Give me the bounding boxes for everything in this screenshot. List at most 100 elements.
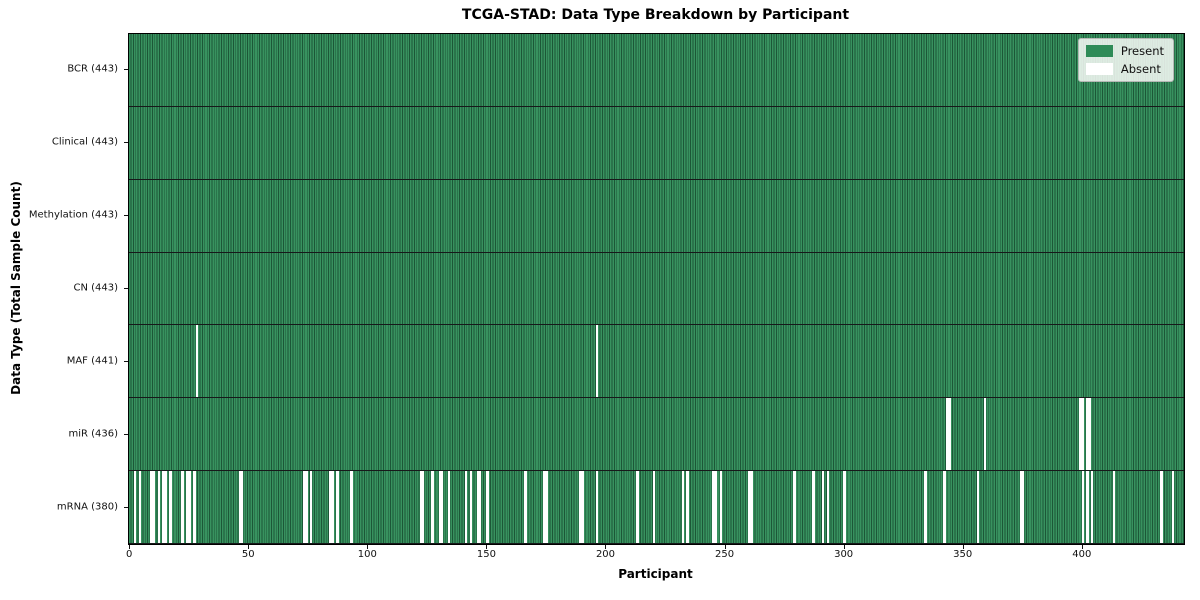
absent-stripe (636, 471, 639, 543)
absent-stripe (479, 471, 482, 543)
absent-stripe (138, 471, 141, 543)
y-tick-label: BCR (443) (67, 63, 118, 75)
absent-stripe (826, 471, 830, 543)
legend: Present Absent (1077, 38, 1174, 82)
absent-stripe (545, 471, 549, 543)
absent-stripe (843, 471, 846, 543)
y-tick-label: mRNA (380) (56, 501, 118, 513)
absent-stripe (822, 471, 825, 543)
absent-stripe (195, 325, 199, 398)
absent-stripe (1086, 471, 1089, 543)
absent-stripe (1019, 471, 1023, 543)
absent-stripe (469, 471, 472, 543)
absent-stripe (595, 325, 599, 398)
x-tick-label: 150 (476, 549, 496, 560)
absent-stripe (193, 471, 196, 543)
legend-item-present: Present (1085, 44, 1164, 58)
absent-swatch-icon (1085, 63, 1113, 75)
absent-stripe (976, 471, 980, 543)
y-tick-label: Methylation (443) (28, 209, 118, 221)
absent-stripe (169, 471, 172, 543)
absent-stripe (133, 471, 137, 543)
x-tick-mark (843, 544, 845, 549)
heatmap-row-maf (129, 325, 1184, 399)
x-tick-mark (248, 544, 250, 549)
absent-stripe (448, 471, 451, 543)
absent-stripe (350, 471, 353, 543)
absent-stripe (1081, 398, 1084, 471)
x-tick-mark (367, 544, 369, 549)
y-tick-label: CN (443) (73, 282, 118, 294)
absent-stripe (543, 471, 546, 543)
absent-stripe (162, 471, 165, 543)
x-tick-label: 100 (357, 549, 377, 560)
absent-stripe (476, 471, 480, 543)
legend-label-absent: Absent (1120, 62, 1161, 76)
x-tick-label: 350 (953, 549, 973, 560)
absent-stripe (812, 471, 815, 543)
legend-label-present: Present (1120, 44, 1164, 58)
absent-stripe (419, 471, 422, 543)
y-tick-mark (124, 142, 128, 144)
absent-stripe (712, 471, 715, 543)
heatmap-row-mir (129, 398, 1184, 472)
x-tick-label: 200 (595, 549, 616, 560)
absent-stripe (431, 471, 434, 543)
absent-stripe (152, 471, 156, 543)
y-axis-label: Data Type (Total Sample Count) (9, 181, 23, 395)
y-tick-mark (124, 215, 128, 217)
absent-stripe (750, 471, 753, 543)
heatmap-row-mrna (129, 471, 1184, 544)
absent-stripe (983, 398, 987, 471)
absent-stripe (681, 471, 684, 543)
x-tick-mark (486, 544, 488, 549)
absent-stripe (438, 471, 441, 543)
legend-item-absent: Absent (1085, 62, 1164, 76)
absent-stripe (331, 471, 334, 543)
x-axis-label: Participant (618, 567, 693, 581)
x-tick-mark (724, 544, 726, 549)
x-tick-label: 0 (126, 549, 133, 560)
absent-stripe (238, 471, 241, 543)
heatmap-row-bcr (129, 34, 1184, 107)
heatmap-row-cn (129, 252, 1184, 326)
absent-stripe (186, 471, 189, 543)
present-swatch-icon (1085, 45, 1113, 57)
y-tick-mark (124, 360, 128, 362)
x-tick-label: 250 (715, 549, 735, 560)
x-tick-mark (605, 544, 607, 549)
absent-stripe (150, 471, 153, 543)
absent-stripe (652, 471, 656, 543)
absent-stripe (188, 471, 191, 543)
y-tick-mark (124, 433, 128, 435)
x-tick-mark (129, 544, 131, 549)
absent-stripe (1160, 471, 1163, 543)
x-tick-label: 300 (834, 549, 854, 560)
y-tick-mark (124, 288, 128, 289)
x-tick-mark (1081, 544, 1083, 549)
absent-stripe (948, 398, 951, 471)
plot-area: Present Absent (128, 33, 1185, 545)
absent-stripe (421, 471, 425, 543)
absent-stripe (719, 471, 722, 543)
absent-stripe (1091, 471, 1094, 543)
absent-stripe (686, 471, 689, 543)
absent-stripe (1022, 471, 1025, 543)
absent-stripe (793, 471, 796, 543)
absent-stripe (579, 471, 582, 543)
absent-stripe (336, 471, 339, 543)
absent-stripe (945, 398, 949, 471)
y-tick-mark (124, 506, 128, 508)
absent-stripe (1088, 398, 1092, 471)
absent-stripe (1079, 398, 1082, 471)
y-tick-mark (124, 69, 128, 71)
absent-stripe (595, 471, 599, 543)
absent-stripe (164, 471, 168, 543)
absent-stripe (1172, 471, 1175, 543)
absent-stripe (486, 471, 489, 543)
absent-stripe (943, 471, 946, 543)
heatmap-row-methylation (129, 179, 1184, 253)
y-tick-label: Clinical (443) (51, 136, 118, 148)
absent-stripe (157, 471, 160, 543)
